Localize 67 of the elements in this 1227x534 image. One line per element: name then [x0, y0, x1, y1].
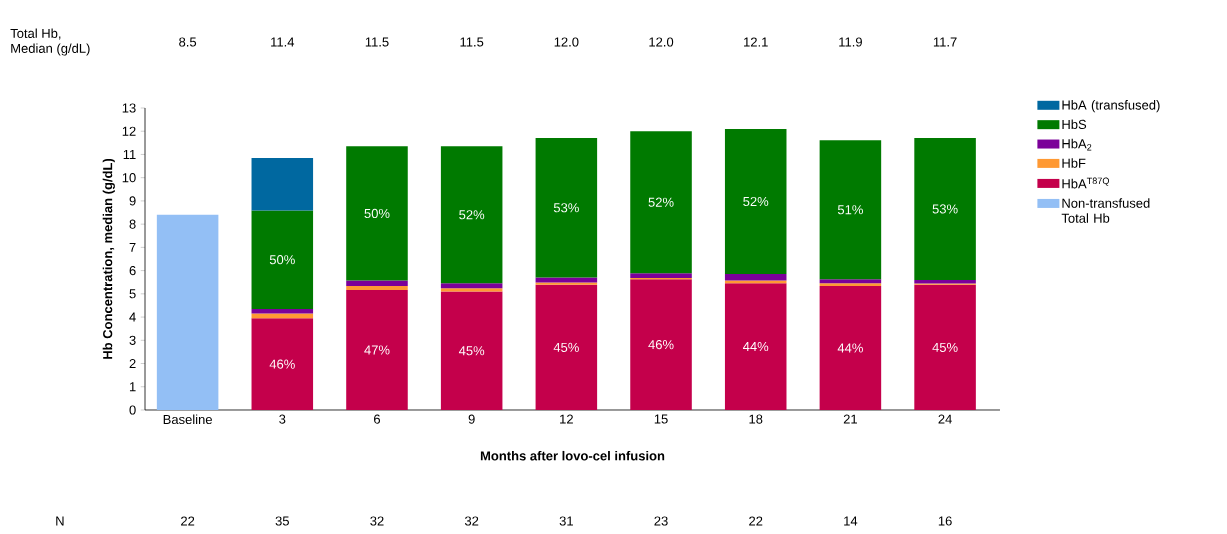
- text: 11.4: [271, 37, 295, 47]
- text: 32: [464, 516, 479, 526]
- annotation: 44%: [743, 342, 769, 352]
- annotation: 52%: [648, 197, 674, 207]
- y-tick-label: 9: [129, 196, 136, 206]
- annotation: 45%: [553, 342, 579, 352]
- y-axis-title: Hb Concentration, median (g/dL): [102, 158, 115, 359]
- y-tick-label: 13: [122, 103, 136, 113]
- y-tick-label: 4: [129, 312, 136, 322]
- text: 31: [559, 516, 573, 526]
- y-tick-label: 3: [129, 335, 136, 345]
- legend-label: HbA (transfused): [1062, 100, 1160, 113]
- text: 11.5: [460, 37, 484, 47]
- annotation: 45%: [458, 346, 485, 356]
- annotation: 52%: [743, 196, 769, 207]
- y-tick-label: 12: [122, 126, 136, 136]
- text: 8.5: [179, 37, 197, 47]
- text: 35: [275, 516, 289, 526]
- annotation: 51%: [837, 205, 863, 215]
- text: 11.5: [365, 37, 389, 47]
- text: 12.1: [744, 37, 768, 47]
- text: 12.0: [554, 37, 579, 47]
- x-tick-label: 9: [468, 414, 475, 424]
- legend-label: HbS: [1062, 119, 1087, 130]
- annotation: 46%: [269, 359, 295, 369]
- x-tick-label: 12: [560, 414, 573, 424]
- x-tick-label: 15: [654, 414, 668, 424]
- legend-label: Non-transfused Total Hb: [1061, 198, 1150, 223]
- text: 22: [181, 516, 195, 526]
- x-tick-label: 18: [749, 414, 763, 424]
- annotation: 50%: [269, 255, 295, 265]
- annotation: 53%: [932, 204, 958, 214]
- x-tick-label: 21: [843, 414, 857, 424]
- legend-label: HbA$_{2}$: [1062, 138, 1092, 151]
- y-tick-label: 5: [129, 289, 136, 299]
- text: 11.9: [839, 37, 862, 47]
- legend-label: HbA$^{T87Q}$: [1062, 177, 1109, 189]
- legend-label: HbF: [1062, 158, 1086, 168]
- annotation: 44%: [837, 343, 863, 353]
- y-tick-label: 0: [129, 405, 136, 415]
- text: N: [56, 516, 64, 526]
- annotation: 53%: [553, 203, 579, 213]
- annotation: 46%: [648, 339, 674, 350]
- y-tick-label: 10: [122, 173, 136, 183]
- annotation: 52%: [459, 210, 485, 220]
- text: Total Hb, Median (g/dL): [10, 28, 90, 56]
- x-axis-title: Months after lovo-cel infusion: [480, 450, 665, 461]
- text: 12.0: [649, 37, 674, 47]
- text: 16: [938, 516, 952, 526]
- x-tick-label: Baseline: [163, 414, 212, 425]
- y-tick-label: 6: [129, 266, 136, 276]
- text: 14: [844, 516, 858, 526]
- y-tick-label: 7: [129, 242, 136, 252]
- x-tick-label: 6: [374, 414, 381, 424]
- annotation: 50%: [364, 208, 390, 219]
- text: 32: [370, 516, 384, 526]
- y-tick-label: 8: [129, 219, 136, 229]
- y-tick-label: 11: [123, 149, 136, 159]
- text: 23: [654, 516, 668, 526]
- annotation: 47%: [364, 345, 390, 355]
- text: 22: [749, 516, 763, 526]
- x-tick-label: 3: [279, 414, 286, 424]
- text: 11.7: [933, 37, 957, 47]
- annotation: 45%: [932, 342, 958, 352]
- y-tick-label: 1: [129, 382, 136, 392]
- y-tick-label: 2: [129, 358, 136, 369]
- x-tick-label: 24: [938, 414, 952, 424]
